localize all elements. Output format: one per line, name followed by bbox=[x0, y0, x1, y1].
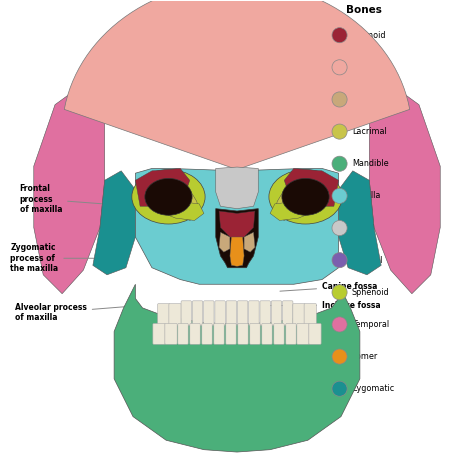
Polygon shape bbox=[34, 86, 105, 294]
Circle shape bbox=[332, 285, 347, 300]
Circle shape bbox=[332, 220, 347, 236]
Polygon shape bbox=[369, 86, 440, 294]
FancyBboxPatch shape bbox=[309, 323, 321, 344]
Circle shape bbox=[332, 253, 347, 268]
Circle shape bbox=[332, 317, 347, 332]
FancyBboxPatch shape bbox=[157, 304, 170, 325]
Circle shape bbox=[332, 60, 347, 75]
Circle shape bbox=[332, 381, 347, 396]
FancyBboxPatch shape bbox=[274, 323, 284, 344]
Polygon shape bbox=[216, 209, 258, 268]
Polygon shape bbox=[152, 201, 204, 220]
Text: Lacrimal: Lacrimal bbox=[352, 127, 387, 136]
Ellipse shape bbox=[282, 178, 329, 215]
Text: Canine fossa: Canine fossa bbox=[280, 282, 377, 291]
Polygon shape bbox=[230, 237, 244, 266]
Text: Alveolar process
of maxilla: Alveolar process of maxilla bbox=[15, 303, 137, 322]
Polygon shape bbox=[338, 171, 381, 275]
FancyBboxPatch shape bbox=[283, 301, 293, 325]
Polygon shape bbox=[64, 0, 410, 216]
FancyBboxPatch shape bbox=[271, 301, 282, 325]
FancyBboxPatch shape bbox=[165, 323, 177, 344]
Circle shape bbox=[332, 124, 347, 139]
FancyBboxPatch shape bbox=[214, 323, 224, 344]
FancyBboxPatch shape bbox=[293, 304, 305, 325]
Circle shape bbox=[332, 156, 347, 171]
Ellipse shape bbox=[145, 178, 192, 215]
FancyBboxPatch shape bbox=[153, 323, 165, 344]
Ellipse shape bbox=[269, 170, 342, 224]
Text: Incisive fossa: Incisive fossa bbox=[271, 301, 381, 310]
Text: Zygomatic: Zygomatic bbox=[352, 384, 395, 393]
Polygon shape bbox=[114, 284, 360, 452]
Circle shape bbox=[332, 27, 347, 43]
Polygon shape bbox=[219, 211, 255, 239]
Text: Inferior
conchae: Inferior conchae bbox=[352, 90, 386, 109]
Ellipse shape bbox=[132, 170, 205, 224]
FancyBboxPatch shape bbox=[190, 323, 200, 344]
Polygon shape bbox=[270, 201, 322, 220]
Polygon shape bbox=[284, 168, 338, 206]
Text: Sphenoid: Sphenoid bbox=[352, 288, 390, 297]
FancyBboxPatch shape bbox=[304, 304, 317, 325]
Text: Nasal: Nasal bbox=[352, 224, 374, 233]
Polygon shape bbox=[216, 167, 258, 209]
FancyBboxPatch shape bbox=[237, 301, 248, 325]
FancyBboxPatch shape bbox=[286, 323, 296, 344]
Text: Frontal: Frontal bbox=[352, 63, 379, 72]
Polygon shape bbox=[81, 24, 180, 119]
Text: Temporal: Temporal bbox=[352, 320, 389, 329]
Text: Ethmoid: Ethmoid bbox=[352, 31, 385, 40]
Polygon shape bbox=[275, 190, 299, 220]
FancyBboxPatch shape bbox=[226, 323, 236, 344]
Polygon shape bbox=[175, 190, 199, 220]
FancyBboxPatch shape bbox=[226, 301, 237, 325]
FancyBboxPatch shape bbox=[250, 323, 260, 344]
Text: Bones: Bones bbox=[346, 5, 382, 16]
FancyBboxPatch shape bbox=[202, 323, 212, 344]
Polygon shape bbox=[244, 232, 255, 252]
FancyBboxPatch shape bbox=[262, 323, 272, 344]
Text: Vomer: Vomer bbox=[352, 352, 378, 361]
Circle shape bbox=[332, 349, 347, 364]
Polygon shape bbox=[136, 168, 338, 284]
Polygon shape bbox=[294, 24, 393, 119]
FancyBboxPatch shape bbox=[238, 323, 248, 344]
FancyBboxPatch shape bbox=[260, 301, 270, 325]
FancyBboxPatch shape bbox=[249, 301, 259, 325]
FancyBboxPatch shape bbox=[297, 323, 309, 344]
FancyBboxPatch shape bbox=[215, 301, 225, 325]
Text: Frontal
process
of maxilla: Frontal process of maxilla bbox=[19, 184, 133, 214]
FancyBboxPatch shape bbox=[204, 301, 214, 325]
FancyBboxPatch shape bbox=[169, 304, 181, 325]
FancyBboxPatch shape bbox=[181, 301, 191, 325]
Text: Maxilla: Maxilla bbox=[352, 191, 380, 201]
Polygon shape bbox=[93, 171, 136, 275]
Polygon shape bbox=[136, 168, 190, 206]
FancyBboxPatch shape bbox=[192, 301, 203, 325]
Text: Zygomatic
process of
the maxilla: Zygomatic process of the maxilla bbox=[10, 243, 118, 273]
FancyBboxPatch shape bbox=[178, 323, 188, 344]
Text: Mandible: Mandible bbox=[352, 159, 389, 168]
Text: Parietal: Parietal bbox=[352, 255, 382, 264]
Circle shape bbox=[332, 92, 347, 107]
Circle shape bbox=[332, 188, 347, 203]
Polygon shape bbox=[219, 232, 230, 252]
